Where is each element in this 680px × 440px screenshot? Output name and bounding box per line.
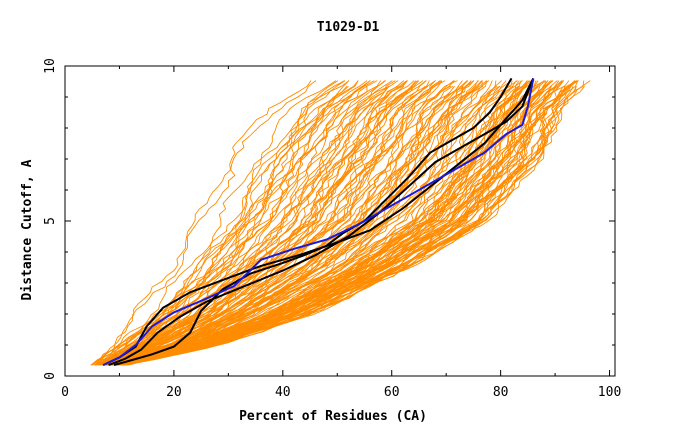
model-curve: [98, 80, 359, 366]
model-curve: [114, 80, 553, 366]
model-curve: [110, 85, 519, 366]
highlight-curve-4: [102, 78, 535, 367]
x-axis-label: Percent of Residues (CA): [239, 409, 427, 424]
model-curve: [95, 80, 346, 366]
model-curve: [120, 86, 574, 366]
model-curve: [106, 80, 454, 366]
model-curve: [98, 85, 390, 366]
model-curve: [125, 85, 569, 366]
x-tick-label: 80: [493, 385, 509, 400]
highlight-curve-2: [108, 78, 535, 367]
model-curve: [105, 80, 417, 366]
model-curve: [100, 85, 349, 366]
highlight-model-curves: [102, 77, 535, 367]
x-tick-label: 100: [598, 385, 621, 400]
model-curve: [94, 80, 317, 366]
highlight-curve-3: [113, 77, 513, 367]
model-curve: [110, 85, 454, 366]
chart-title: T1029-D1: [317, 20, 380, 35]
y-tick-label: 10: [43, 58, 58, 74]
y-axis-ticks: 0 5 10: [43, 58, 615, 380]
y-tick-label: 0: [43, 372, 58, 380]
model-curve: [104, 80, 386, 366]
model-curve: [90, 80, 312, 366]
model-curve: [94, 80, 386, 366]
model-curve: [91, 80, 337, 366]
model-curve: [115, 80, 472, 366]
model-curve: [125, 80, 549, 366]
model-curve: [104, 80, 430, 366]
y-axis-label: Distance Cutoff, A: [20, 159, 35, 300]
x-tick-label: 40: [275, 385, 291, 400]
model-curve: [122, 85, 585, 366]
background-model-curves: [90, 80, 591, 366]
model-curve: [118, 80, 591, 366]
model-curve: [105, 80, 415, 366]
model-curve: [117, 85, 538, 366]
model-curve: [118, 80, 490, 366]
model-curve: [111, 80, 502, 366]
model-curve: [105, 80, 475, 366]
model-curve: [98, 80, 339, 366]
model-curve: [99, 85, 348, 366]
model-curve: [109, 80, 427, 366]
model-curve: [105, 85, 426, 366]
x-axis-ticks: 0 20 40 60 80 100: [61, 66, 621, 400]
model-curve: [105, 80, 469, 366]
y-tick-label: 5: [43, 217, 58, 225]
model-curve: [122, 86, 523, 366]
model-curve: [119, 80, 520, 366]
x-tick-label: 0: [61, 385, 69, 400]
model-curve: [114, 80, 463, 366]
model-curve: [109, 80, 436, 366]
model-curve: [119, 80, 576, 366]
x-tick-label: 60: [384, 385, 400, 400]
model-curve: [97, 85, 390, 366]
model-curve: [119, 80, 575, 366]
model-curve: [99, 80, 393, 366]
model-curve: [119, 80, 565, 366]
x-tick-label: 20: [166, 385, 182, 400]
model-curve: [92, 80, 345, 366]
